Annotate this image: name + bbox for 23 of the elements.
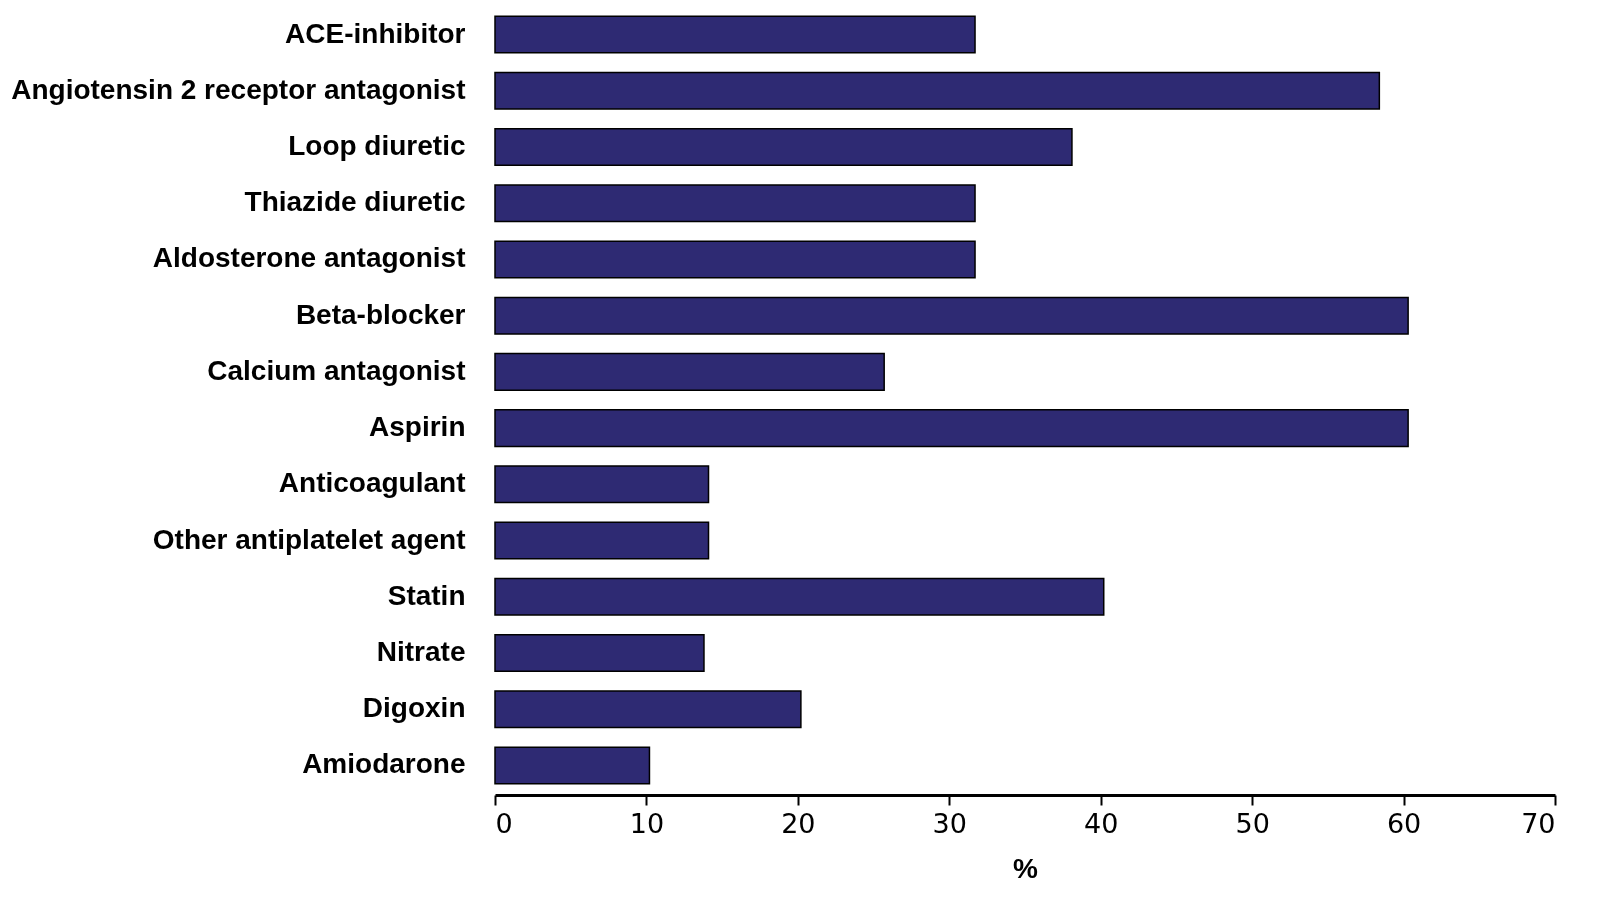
y-tick-label: Other antiplatelet agent [152,523,466,555]
x-tick-label: 10 [629,807,665,839]
x-tick-label: 20 [781,807,816,839]
y-tick-label: Statin [387,579,466,611]
x-tick-label: 30 [932,807,967,839]
y-tick-label: Aldosterone antagonist [152,242,466,274]
y-tick-label: Thiazide diuretic [244,186,466,218]
y-tick-label: Calcium antagonist [207,354,466,386]
y-tick-label: Digoxin [362,692,466,724]
y-tick-label: Loop diuretic [288,129,466,161]
x-tick-label: 50 [1235,807,1270,839]
y-tick-label: Beta-blocker [295,298,466,330]
y-tick-label: Anticoagulant [278,467,466,499]
y-tick-label: Amiodarone [302,748,466,780]
x-tick-label: 40 [1084,807,1119,839]
x-tick-label: 0 [495,807,513,839]
x-axis-title: % [1013,852,1039,884]
y-tick-label: Aspirin [369,411,466,443]
y-tick-label: Nitrate [376,636,466,668]
y-tick-label: Angiotensin 2 receptor antagonist [11,73,466,105]
x-tick-label: 60 [1386,807,1422,839]
x-tick-label: 70 [1521,807,1556,839]
y-tick-label: ACE-inhibitor [285,17,466,49]
